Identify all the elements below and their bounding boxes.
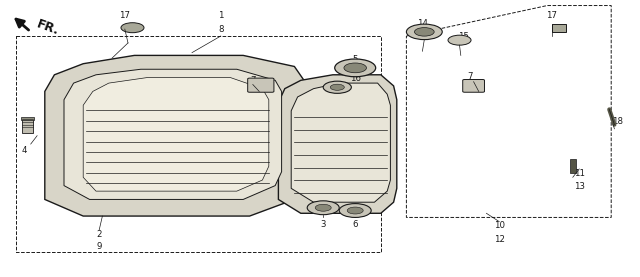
Circle shape [335, 59, 376, 77]
Circle shape [121, 23, 144, 33]
Bar [16, 36, 381, 252]
Circle shape [323, 81, 351, 93]
Text: 1: 1 [218, 11, 223, 20]
Text: 15: 15 [458, 32, 470, 40]
Text: 18: 18 [612, 117, 623, 126]
Text: 16: 16 [349, 75, 361, 83]
Bar [21, 117, 34, 120]
FancyBboxPatch shape [463, 79, 484, 92]
Text: 2: 2 [97, 230, 102, 238]
Text: 5: 5 [353, 55, 358, 64]
Polygon shape [83, 78, 269, 191]
Text: 13: 13 [573, 183, 585, 191]
Text: 4: 4 [22, 147, 27, 155]
Text: FR.: FR. [35, 18, 61, 38]
Bar [552, 24, 566, 32]
Text: 3: 3 [321, 220, 326, 229]
Circle shape [415, 28, 434, 36]
Text: 10: 10 [493, 221, 505, 230]
Circle shape [339, 204, 371, 217]
Circle shape [448, 35, 471, 45]
Circle shape [307, 201, 339, 215]
Text: 9: 9 [97, 242, 102, 251]
Text: 11: 11 [573, 169, 585, 178]
Text: 7: 7 [468, 72, 473, 81]
Circle shape [315, 204, 332, 211]
Text: 8: 8 [218, 25, 223, 34]
Circle shape [348, 207, 364, 214]
Text: 17: 17 [119, 11, 131, 20]
Circle shape [330, 84, 344, 90]
Text: 14: 14 [417, 19, 428, 28]
Polygon shape [64, 69, 282, 199]
Text: 6: 6 [353, 220, 358, 229]
Polygon shape [291, 83, 390, 202]
Bar [22, 118, 33, 133]
Text: 7: 7 [250, 76, 255, 85]
Text: 12: 12 [493, 235, 505, 244]
Bar [570, 159, 576, 173]
Polygon shape [45, 55, 304, 216]
Circle shape [406, 24, 442, 40]
Text: 17: 17 [546, 11, 557, 20]
Circle shape [344, 63, 367, 73]
FancyBboxPatch shape [248, 78, 274, 92]
Polygon shape [278, 75, 397, 213]
